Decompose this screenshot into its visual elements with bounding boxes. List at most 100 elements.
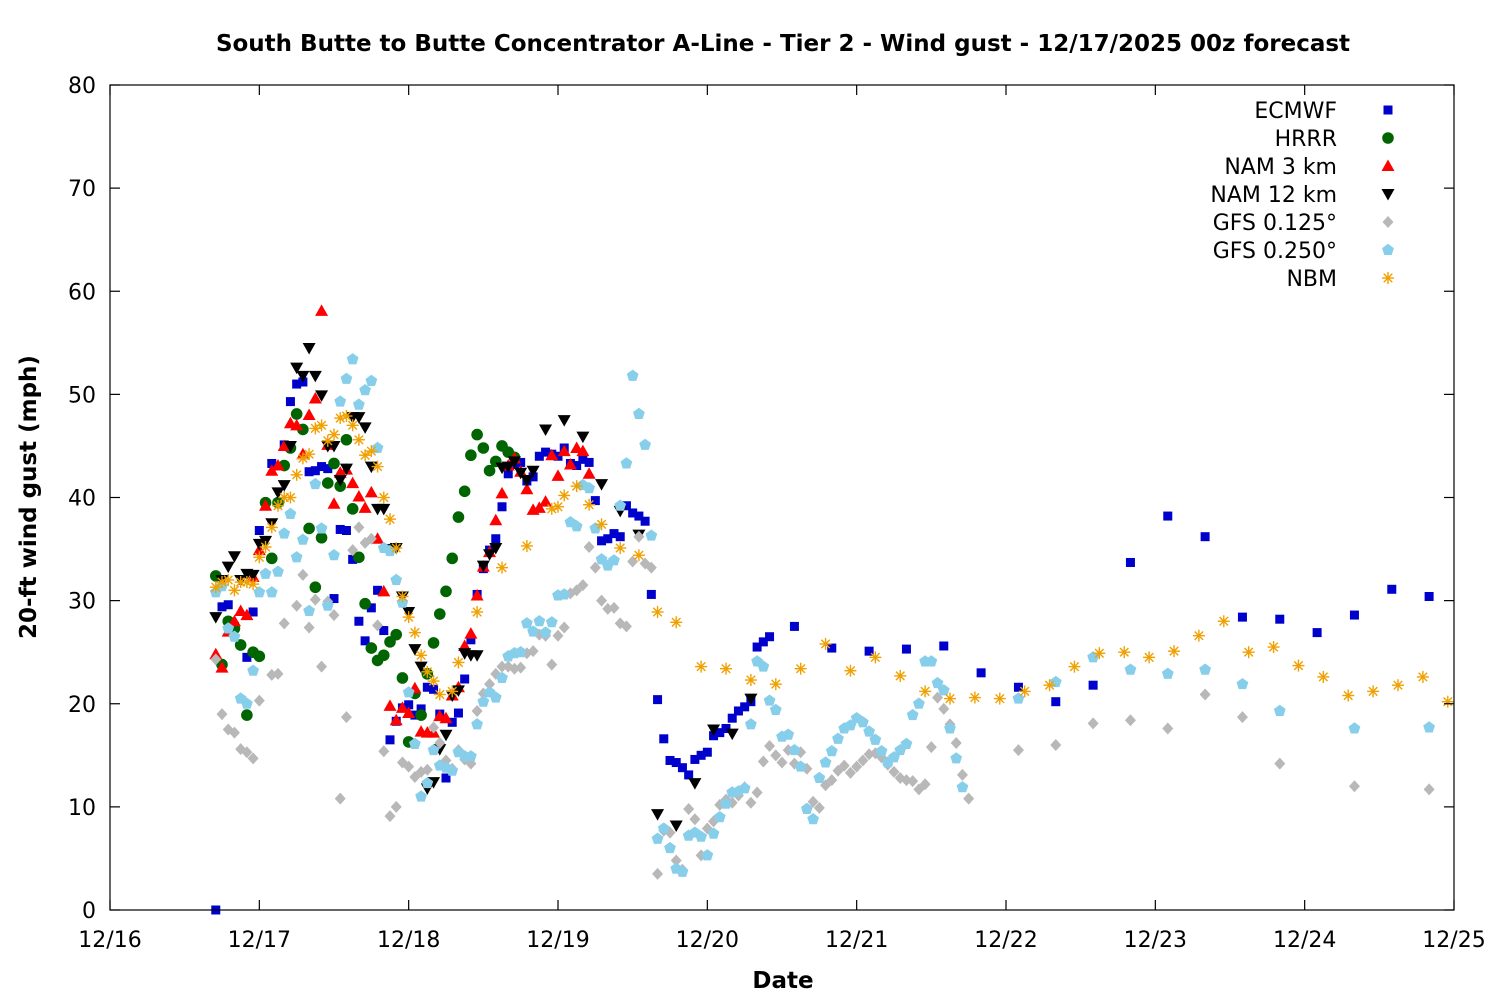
data-point-gfs-0-250 xyxy=(514,645,527,658)
x-tick-label: 12/25 xyxy=(1422,928,1485,953)
data-point-hrrr xyxy=(309,581,322,594)
data-point-gfs-0-125 xyxy=(334,792,346,805)
data-point-ecmwf xyxy=(267,458,277,468)
data-point-gfs-0-250 xyxy=(763,694,776,706)
data-point-gfs-0-125 xyxy=(807,795,819,808)
data-point-gfs-0-125 xyxy=(1124,714,1136,727)
data-point-gfs-0-125 xyxy=(670,854,682,867)
data-point-ecmwf xyxy=(603,534,613,544)
data-point-nam-12-km xyxy=(439,729,453,742)
data-point-nam-12-km xyxy=(209,612,223,624)
data-point-gfs-0-125 xyxy=(552,629,564,642)
data-point-gfs-0-125 xyxy=(434,736,446,749)
data-point-gfs-0-250 xyxy=(1423,721,1436,733)
data-point-gfs-0-250 xyxy=(595,553,608,565)
data-point-gfs-0-250 xyxy=(906,708,919,721)
legend-label-nbm: NBM xyxy=(1286,267,1337,292)
data-point-ecmwf xyxy=(653,695,663,705)
data-point-nam-3-km xyxy=(377,584,391,597)
data-point-gfs-0-125 xyxy=(372,619,384,632)
data-point-gfs-0-250 xyxy=(813,771,826,784)
data-point-nbm xyxy=(247,578,260,591)
y-tick-label: 60 xyxy=(68,280,96,305)
data-point-nbm xyxy=(471,605,484,618)
series-gfs-0-250 xyxy=(209,353,1436,877)
data-point-nam-12-km xyxy=(576,431,590,444)
legend-label-ecmwf: ECMWF xyxy=(1254,99,1337,124)
data-point-hrrr xyxy=(465,449,477,462)
data-point-hrrr xyxy=(415,709,427,721)
data-point-ecmwf xyxy=(727,713,737,723)
data-point-ecmwf xyxy=(217,602,227,612)
data-point-nam-12-km xyxy=(377,503,391,516)
data-point-gfs-0-250 xyxy=(589,522,602,534)
data-point-ecmwf xyxy=(323,464,333,474)
data-point-gfs-0-250 xyxy=(863,725,876,737)
y-tick-label: 80 xyxy=(68,74,96,99)
data-point-gfs-0-125 xyxy=(907,775,919,788)
data-point-nam-3-km xyxy=(290,418,304,431)
plot-area: 12/16 12/17 12/18 12/19 12/20 12/21 12/22 12/23… xyxy=(68,74,1486,953)
data-point-hrrr xyxy=(340,433,353,446)
data-point-nbm xyxy=(968,691,981,704)
data-point-gfs-0-250 xyxy=(446,764,459,776)
data-point-ecmwf xyxy=(740,702,750,712)
data-point-ecmwf xyxy=(578,454,588,464)
data-point-nbm xyxy=(421,665,434,678)
data-point-gfs-0-125 xyxy=(309,593,321,606)
data-point-gfs-0-250 xyxy=(545,616,558,628)
data-point-gfs-0-125 xyxy=(421,763,433,776)
data-point-nam-12-km xyxy=(339,463,353,476)
data-point-gfs-0-250 xyxy=(620,457,633,469)
legend-marker-nbm xyxy=(1382,272,1394,284)
data-point-ecmwf xyxy=(447,717,457,727)
x-tick-label: 12/24 xyxy=(1273,928,1336,953)
data-point-gfs-0-250 xyxy=(639,438,652,450)
data-point-nam-12-km xyxy=(489,543,503,555)
data-point-gfs-0-250 xyxy=(477,695,490,707)
data-point-gfs-0-250 xyxy=(819,756,832,768)
data-point-nam-3-km xyxy=(383,699,397,711)
data-point-nam-3-km xyxy=(215,661,229,673)
data-point-gfs-0-250 xyxy=(931,676,944,689)
data-point-nam-12-km xyxy=(725,728,739,741)
data-point-nam-3-km xyxy=(439,711,453,724)
data-point-ecmwf xyxy=(285,397,295,407)
data-point-gfs-0-250 xyxy=(856,716,869,728)
data-point-gfs-0-250 xyxy=(340,372,353,384)
data-point-nam-12-km xyxy=(744,693,758,706)
data-point-gfs-0-250 xyxy=(825,744,838,757)
data-point-nam-12-km xyxy=(271,487,285,499)
data-point-gfs-0-250 xyxy=(303,604,316,616)
data-point-ecmwf xyxy=(1424,592,1434,601)
data-point-gfs-0-125 xyxy=(378,745,390,758)
data-point-gfs-0-125 xyxy=(558,621,570,634)
data-point-nam-12-km xyxy=(539,424,553,436)
data-point-hrrr xyxy=(396,672,409,684)
data-point-ecmwf xyxy=(677,763,687,773)
data-point-nbm xyxy=(390,542,403,555)
data-point-gfs-0-250 xyxy=(272,565,284,577)
chart-title: South Butte to Butte Concentrator A-Line… xyxy=(216,31,1350,57)
data-point-hrrr xyxy=(446,552,459,565)
data-point-ecmwf xyxy=(360,636,370,646)
data-point-hrrr xyxy=(290,408,303,420)
data-point-gfs-0-250 xyxy=(496,671,508,683)
data-point-nbm xyxy=(408,626,421,639)
x-tick-label: 12/16 xyxy=(78,928,141,953)
data-point-ecmwf xyxy=(348,554,358,564)
data-point-gfs-0-125 xyxy=(620,620,632,633)
data-point-gfs-0-125 xyxy=(963,792,975,805)
data-point-gfs-0-250 xyxy=(489,691,502,703)
data-point-nam-3-km xyxy=(352,489,366,502)
data-point-nbm xyxy=(919,685,932,698)
data-point-ecmwf xyxy=(553,451,563,461)
data-point-gfs-0-125 xyxy=(328,609,340,622)
data-point-nam-3-km xyxy=(551,469,565,481)
data-point-nbm xyxy=(377,491,390,504)
data-point-nam-12-km xyxy=(333,474,347,487)
data-point-nam-3-km xyxy=(532,501,546,513)
data-point-gfs-0-250 xyxy=(558,588,571,600)
data-point-nam-3-km xyxy=(364,485,378,498)
